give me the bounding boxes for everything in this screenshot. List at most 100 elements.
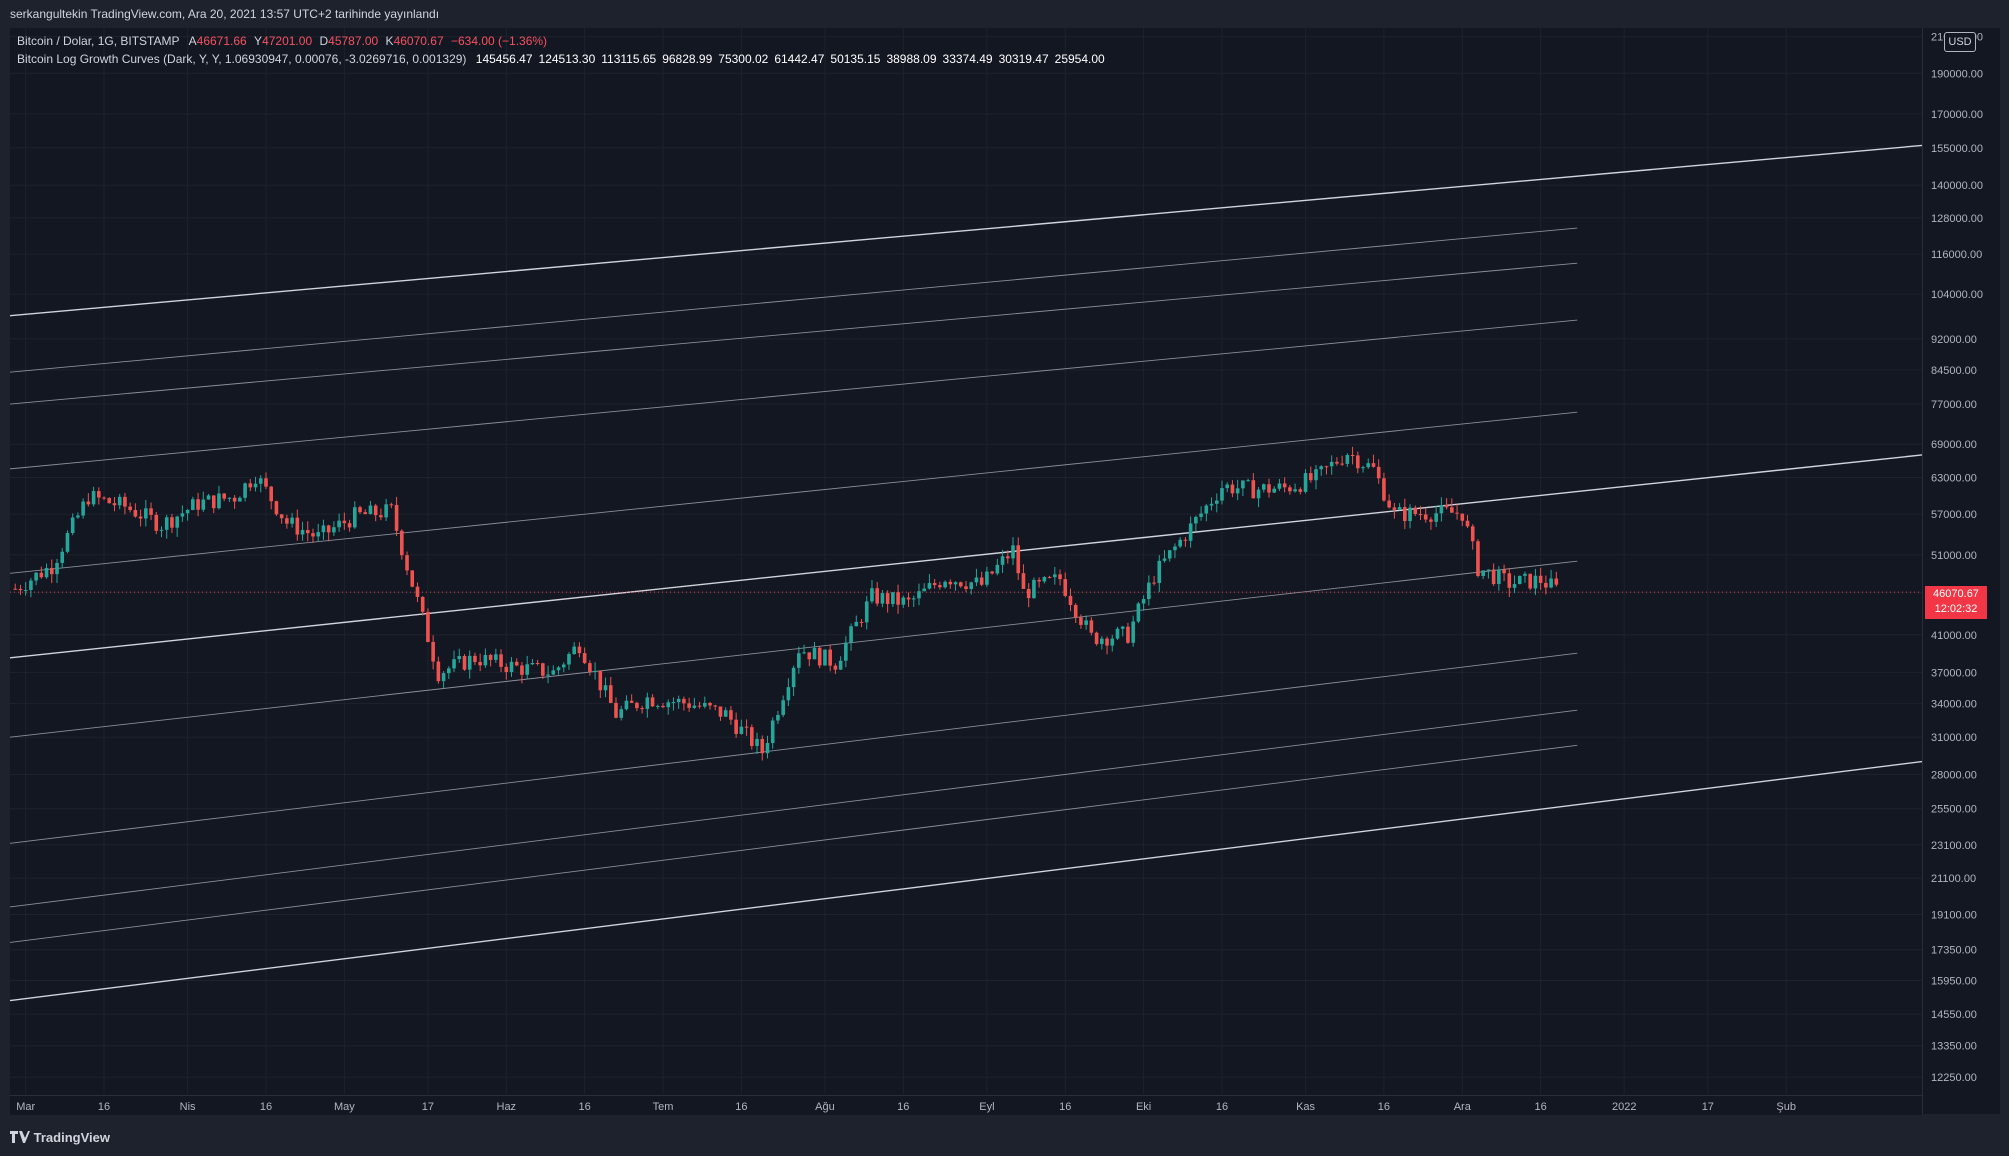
candle [1068, 588, 1073, 612]
candle-body [431, 641, 435, 662]
candle [149, 502, 153, 521]
time-tick-label: Haz [497, 1101, 517, 1113]
indicator-value: 113115.65 [601, 52, 657, 66]
candle [363, 509, 368, 515]
candle [765, 735, 770, 759]
candle [995, 558, 1000, 576]
candle [457, 648, 462, 663]
candle-body [1544, 582, 1548, 588]
candle [661, 702, 665, 709]
candle [582, 647, 587, 665]
candle [535, 659, 540, 666]
candle-body [347, 523, 352, 528]
candle-body [896, 592, 900, 605]
candle-body [311, 533, 315, 537]
candle-body [812, 647, 817, 660]
candle [530, 658, 535, 666]
candle [332, 521, 336, 536]
tradingview-brand[interactable]: TradingView [10, 1130, 110, 1145]
candle [394, 496, 399, 537]
candle-body [1147, 582, 1151, 600]
candle-body [420, 596, 425, 612]
candle [285, 514, 289, 529]
candle [723, 707, 728, 717]
candle-body [290, 517, 294, 524]
candle-body [614, 702, 618, 718]
growth-curve-inner [10, 411, 1578, 574]
indicator-legend[interactable]: Bitcoin Log Growth Curves (Dark, Y, Y, 1… [17, 52, 1105, 66]
candle [1136, 601, 1141, 624]
candle [619, 705, 624, 721]
candle-body [530, 662, 535, 665]
candle-body [1000, 556, 1005, 565]
candle-body [138, 516, 143, 519]
candle-body [833, 665, 838, 670]
candle-body [1120, 626, 1125, 629]
indicator-value: 25954.00 [1054, 52, 1105, 66]
symbol-title[interactable]: Bitcoin / Dolar, 1G, BITSTAMP [17, 34, 180, 48]
candle [191, 496, 195, 511]
candle-body [1047, 577, 1052, 579]
indicator-value: 30319.47 [998, 52, 1049, 66]
time-axis[interactable]: Mar 16 Nis 16 May 17 Haz 16 Tem 16 Ağu 16 Eyl 16 Eki 16… [10, 1095, 1922, 1115]
candle-body [1350, 454, 1355, 456]
candle-body [107, 498, 112, 504]
candle-body [342, 520, 347, 524]
candlestick-chart[interactable] [10, 28, 1922, 1114]
candle-body [1272, 488, 1277, 493]
candle-body [870, 588, 874, 602]
candle-body [1356, 455, 1360, 469]
candle [1392, 502, 1397, 519]
candle [729, 706, 733, 725]
time-tick-label: 16 [1378, 1101, 1390, 1113]
candle [1371, 454, 1376, 468]
candle-body [917, 591, 921, 599]
symbol-legend[interactable]: Bitcoin / Dolar, 1G, BITSTAMP A46671.66 … [17, 34, 547, 48]
candle [379, 508, 383, 521]
candle [1079, 614, 1083, 629]
candle-body [1491, 569, 1496, 585]
candle-body [91, 491, 96, 505]
candle [844, 636, 848, 668]
candle-body [337, 520, 341, 528]
candle-body [1387, 500, 1391, 508]
candle [305, 521, 310, 542]
candle [1120, 625, 1125, 637]
candle-body [1397, 507, 1402, 510]
price-axis[interactable]: 210000.00190000.00170000.00155000.001400… [1922, 28, 2000, 1114]
candle [666, 699, 671, 715]
candle-body [1214, 500, 1219, 504]
candle [70, 513, 75, 536]
candle-body [1429, 519, 1433, 522]
candle [885, 590, 890, 613]
last-price-label: 46070.67 12:02:32 [1925, 586, 1987, 619]
candle-body [384, 504, 388, 518]
candle [1277, 478, 1282, 491]
candle [520, 662, 524, 684]
price-tick-label: 19100.00 [1931, 910, 1977, 922]
candle-body [196, 499, 200, 510]
candle-body [70, 517, 75, 534]
candle [1408, 504, 1412, 529]
candle [828, 644, 832, 672]
currency-badge[interactable]: USD [1944, 32, 1976, 52]
candle-body [394, 504, 399, 531]
indicator-title[interactable]: Bitcoin Log Growth Curves (Dark, Y, Y, 1… [17, 52, 467, 66]
candle-body [227, 497, 232, 499]
candle-body [1507, 573, 1512, 588]
candle-body [368, 505, 373, 515]
candle-body [859, 621, 864, 623]
chart-pane[interactable] [10, 28, 1922, 1114]
candle-body [170, 517, 174, 528]
candle [18, 584, 23, 595]
candle-body [682, 698, 686, 704]
candle-body [958, 582, 963, 587]
candle-body [953, 582, 958, 585]
candle-body [180, 513, 185, 517]
candle [504, 663, 509, 680]
candle [347, 519, 352, 532]
candle [1455, 504, 1459, 520]
candle [1314, 464, 1318, 490]
time-tick-label: Ara [1454, 1101, 1472, 1113]
candle-body [671, 702, 676, 704]
